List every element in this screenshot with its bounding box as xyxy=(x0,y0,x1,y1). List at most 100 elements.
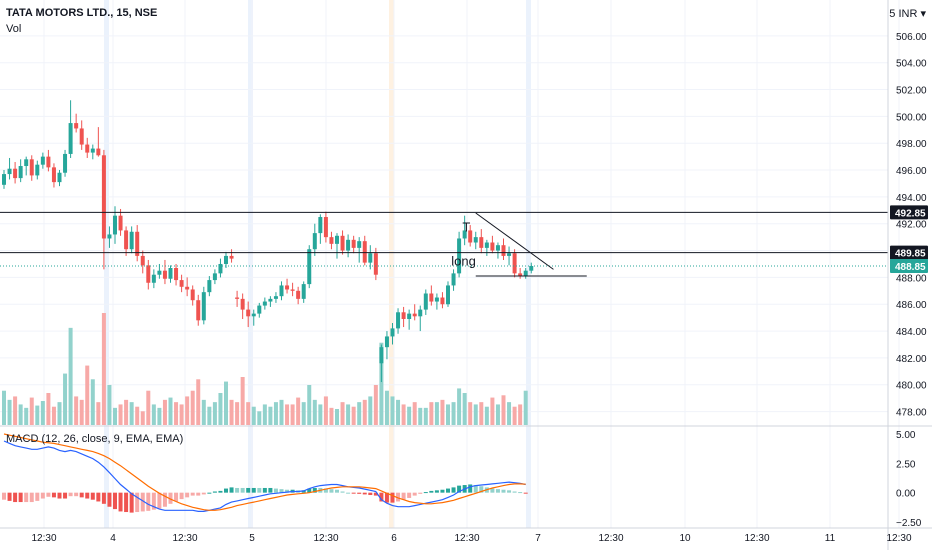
session-band xyxy=(526,0,531,528)
macd-histogram-bar xyxy=(512,491,517,493)
volume-bar xyxy=(518,404,523,425)
volume-bar xyxy=(373,385,378,425)
price-tick-label: 488.00 xyxy=(896,273,927,284)
candle-body xyxy=(473,237,478,243)
macd-histogram-bar xyxy=(368,492,373,496)
macd-line xyxy=(3,440,526,512)
volume-bar xyxy=(335,409,339,425)
candle-body xyxy=(429,293,434,302)
macd-histogram-bar xyxy=(312,487,317,493)
macd-histogram-bar xyxy=(2,492,6,500)
candle-body xyxy=(479,237,484,248)
volume-bar xyxy=(346,404,351,425)
macd-histogram-bar xyxy=(196,492,201,496)
macd-histogram-bar xyxy=(457,485,462,493)
candle-body xyxy=(40,156,45,165)
candle-body xyxy=(51,167,56,183)
candle-body xyxy=(35,164,40,176)
volume-bars xyxy=(2,313,528,425)
volume-label[interactable]: Vol xyxy=(6,23,22,35)
price-label-text: 488.85 xyxy=(895,262,926,273)
candle-body xyxy=(518,273,523,277)
volume-bar xyxy=(201,399,206,425)
macd-histogram-bar xyxy=(101,492,106,504)
macd-histogram-bar xyxy=(13,492,18,503)
macd-histogram-bar xyxy=(329,489,334,493)
volume-bar xyxy=(63,373,68,425)
macd-label[interactable]: MACD (12, 26, close, 9, EMA, EMA) xyxy=(6,433,184,445)
price-label-box xyxy=(890,258,928,273)
candle-body xyxy=(368,253,373,263)
macd-histogram-bar xyxy=(190,492,195,496)
macd-histogram-bar xyxy=(362,492,367,495)
candle-body xyxy=(129,231,134,250)
macd-histogram-bar xyxy=(118,492,123,512)
symbol-title[interactable]: TATA MOTORS LTD., 15, NSE xyxy=(6,7,158,19)
volume-bar xyxy=(440,399,445,425)
macd-histogram-bar xyxy=(434,490,439,493)
volume-bar xyxy=(285,404,290,425)
session-bands xyxy=(104,0,531,528)
session-band xyxy=(389,0,394,528)
macd-histogram-bar xyxy=(235,487,240,493)
price-tick-label: 482.00 xyxy=(896,354,927,365)
price-tick-label: 502.00 xyxy=(896,86,927,97)
volume-bar xyxy=(74,396,79,425)
time-tick-label: 11 xyxy=(825,533,836,544)
candle-body xyxy=(307,249,312,285)
volume-bar xyxy=(296,397,301,425)
candle-body xyxy=(462,230,467,239)
macd-histogram xyxy=(2,484,528,513)
price-tick-label: 494.00 xyxy=(896,193,927,204)
macd-tick-label: 0.00 xyxy=(896,489,916,500)
candle-body xyxy=(501,245,506,256)
volume-bar xyxy=(40,401,45,425)
volume-bar xyxy=(13,396,18,425)
volume-bar xyxy=(490,397,495,425)
volume-bar xyxy=(190,390,195,425)
macd-histogram-bar xyxy=(490,488,495,493)
macd-histogram-bar xyxy=(446,488,450,493)
signal-line xyxy=(3,433,526,511)
time-tick-label: 4 xyxy=(110,533,116,544)
macd-histogram-bar xyxy=(251,487,256,493)
price-tick-label: 484.00 xyxy=(896,327,927,338)
candle-body xyxy=(357,241,362,248)
annotation-text: T xyxy=(462,220,470,235)
volume-bar xyxy=(251,406,256,425)
volume-bar xyxy=(362,399,367,425)
volume-bar xyxy=(407,406,412,425)
volume-bar xyxy=(368,396,373,425)
candle-body xyxy=(373,253,378,275)
volume-bar xyxy=(384,390,389,425)
time-tick-label: 7 xyxy=(535,533,541,544)
currency-selector[interactable]: 5 INR ▾ xyxy=(889,8,926,20)
time-tick-label: 12:30 xyxy=(598,533,623,544)
candle-body xyxy=(495,245,500,251)
macd-histogram-bar xyxy=(129,492,134,513)
volume-bar xyxy=(29,397,34,425)
volume-bar xyxy=(457,388,462,425)
horizontal-levels xyxy=(0,211,888,267)
volume-bar xyxy=(429,402,434,425)
candle-body xyxy=(257,305,262,314)
macd-lines xyxy=(3,433,526,512)
candle-body xyxy=(484,242,489,248)
price-label-text: 492.85 xyxy=(895,208,926,219)
candle-body xyxy=(162,270,167,279)
volume-bar xyxy=(157,407,162,425)
macd-histogram-bar xyxy=(68,492,73,497)
volume-bar xyxy=(113,407,117,425)
volume-bar xyxy=(301,402,306,425)
candle-body xyxy=(63,153,68,173)
volume-bar xyxy=(68,327,73,425)
candle-body xyxy=(379,347,384,364)
candle-body xyxy=(523,270,528,277)
macd-histogram-bar xyxy=(323,488,328,493)
macd-histogram-bar xyxy=(79,492,84,498)
volume-bar xyxy=(146,390,151,425)
price-label-box xyxy=(890,205,928,220)
candle-body xyxy=(412,313,417,317)
candle-body xyxy=(529,265,534,271)
